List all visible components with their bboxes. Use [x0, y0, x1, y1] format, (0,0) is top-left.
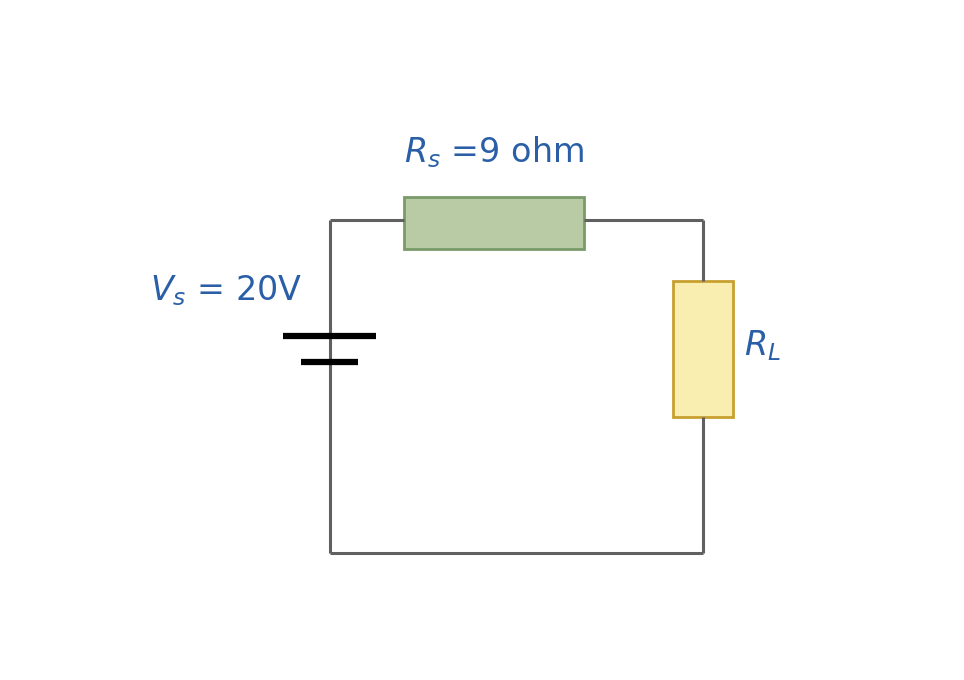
- Text: $R_s$ =9 ohm: $R_s$ =9 ohm: [404, 135, 584, 170]
- Text: $V_s$ = 20V: $V_s$ = 20V: [150, 273, 303, 309]
- Bar: [673, 281, 734, 417]
- Bar: [405, 197, 584, 249]
- Text: $R_L$: $R_L$: [744, 328, 781, 363]
